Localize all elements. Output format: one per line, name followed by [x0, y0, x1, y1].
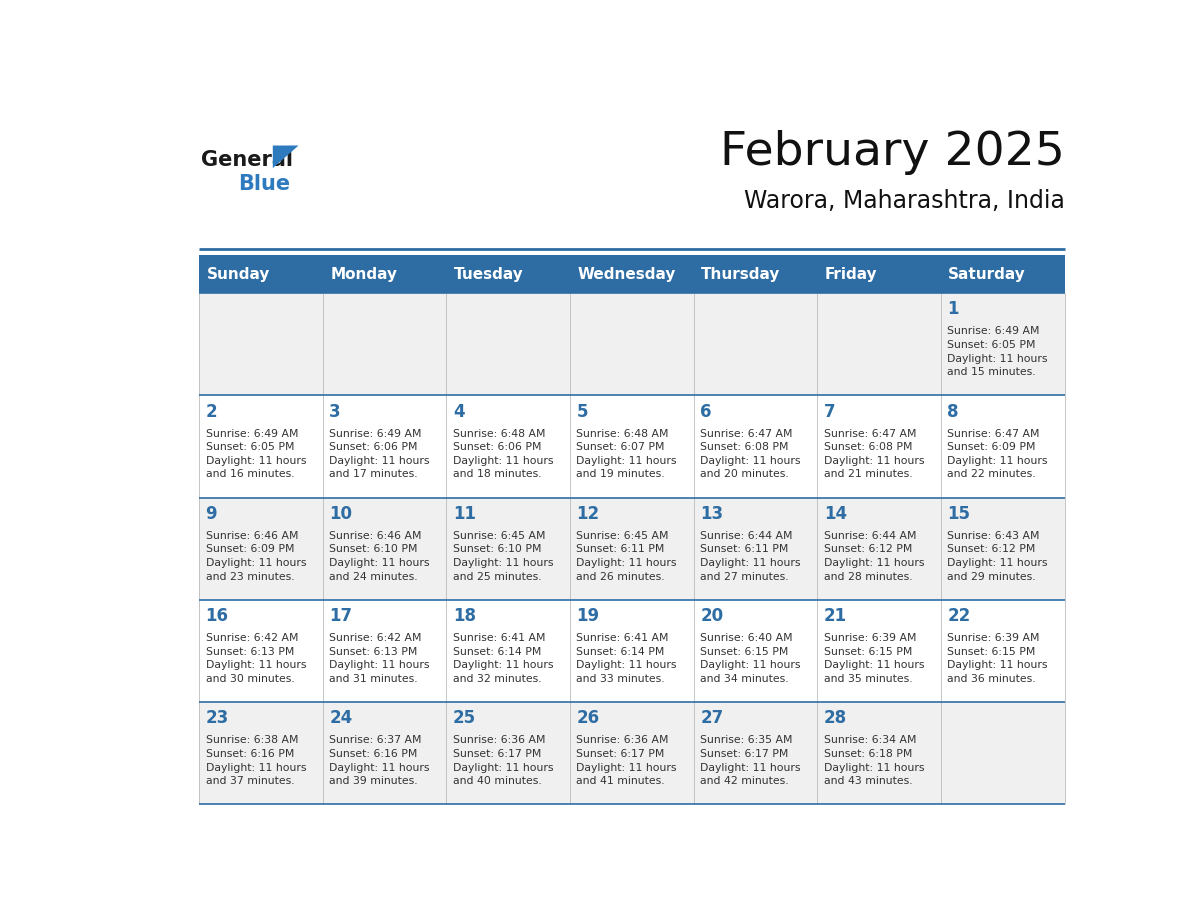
- Text: 26: 26: [576, 709, 600, 727]
- Text: 28: 28: [823, 709, 847, 727]
- Polygon shape: [273, 145, 298, 168]
- Text: Sunrise: 6:44 AM
Sunset: 6:11 PM
Daylight: 11 hours
and 27 minutes.: Sunrise: 6:44 AM Sunset: 6:11 PM Dayligh…: [700, 531, 801, 582]
- Text: Thursday: Thursday: [701, 266, 781, 282]
- Text: 3: 3: [329, 402, 341, 420]
- Text: 22: 22: [947, 607, 971, 625]
- Text: General: General: [201, 150, 293, 170]
- Text: Wednesday: Wednesday: [577, 266, 676, 282]
- Text: Sunrise: 6:47 AM
Sunset: 6:09 PM
Daylight: 11 hours
and 22 minutes.: Sunrise: 6:47 AM Sunset: 6:09 PM Dayligh…: [947, 429, 1048, 479]
- Bar: [200, 702, 1064, 804]
- Text: Sunrise: 6:47 AM
Sunset: 6:08 PM
Daylight: 11 hours
and 20 minutes.: Sunrise: 6:47 AM Sunset: 6:08 PM Dayligh…: [700, 429, 801, 479]
- Text: Monday: Monday: [330, 266, 397, 282]
- Text: Sunrise: 6:36 AM
Sunset: 6:17 PM
Daylight: 11 hours
and 40 minutes.: Sunrise: 6:36 AM Sunset: 6:17 PM Dayligh…: [453, 735, 554, 786]
- Text: Sunrise: 6:49 AM
Sunset: 6:05 PM
Daylight: 11 hours
and 15 minutes.: Sunrise: 6:49 AM Sunset: 6:05 PM Dayligh…: [947, 327, 1048, 377]
- Text: Sunrise: 6:48 AM
Sunset: 6:06 PM
Daylight: 11 hours
and 18 minutes.: Sunrise: 6:48 AM Sunset: 6:06 PM Dayligh…: [453, 429, 554, 479]
- Text: 23: 23: [206, 709, 229, 727]
- Text: 1: 1: [947, 300, 959, 319]
- Text: 12: 12: [576, 505, 600, 522]
- Text: 4: 4: [453, 402, 465, 420]
- Text: 5: 5: [576, 402, 588, 420]
- Text: Sunrise: 6:46 AM
Sunset: 6:09 PM
Daylight: 11 hours
and 23 minutes.: Sunrise: 6:46 AM Sunset: 6:09 PM Dayligh…: [206, 531, 307, 582]
- Text: Sunrise: 6:41 AM
Sunset: 6:14 PM
Daylight: 11 hours
and 32 minutes.: Sunrise: 6:41 AM Sunset: 6:14 PM Dayligh…: [453, 633, 554, 684]
- Text: Sunrise: 6:45 AM
Sunset: 6:10 PM
Daylight: 11 hours
and 25 minutes.: Sunrise: 6:45 AM Sunset: 6:10 PM Dayligh…: [453, 531, 554, 582]
- Text: 24: 24: [329, 709, 353, 727]
- Text: 25: 25: [453, 709, 476, 727]
- Text: Sunrise: 6:49 AM
Sunset: 6:05 PM
Daylight: 11 hours
and 16 minutes.: Sunrise: 6:49 AM Sunset: 6:05 PM Dayligh…: [206, 429, 307, 479]
- Text: 20: 20: [700, 607, 723, 625]
- Text: Tuesday: Tuesday: [454, 266, 524, 282]
- Text: Sunrise: 6:38 AM
Sunset: 6:16 PM
Daylight: 11 hours
and 37 minutes.: Sunrise: 6:38 AM Sunset: 6:16 PM Dayligh…: [206, 735, 307, 786]
- Text: Sunrise: 6:39 AM
Sunset: 6:15 PM
Daylight: 11 hours
and 35 minutes.: Sunrise: 6:39 AM Sunset: 6:15 PM Dayligh…: [823, 633, 924, 684]
- Text: Sunrise: 6:49 AM
Sunset: 6:06 PM
Daylight: 11 hours
and 17 minutes.: Sunrise: 6:49 AM Sunset: 6:06 PM Dayligh…: [329, 429, 430, 479]
- Text: Sunday: Sunday: [207, 266, 270, 282]
- Text: Sunrise: 6:48 AM
Sunset: 6:07 PM
Daylight: 11 hours
and 19 minutes.: Sunrise: 6:48 AM Sunset: 6:07 PM Dayligh…: [576, 429, 677, 479]
- Text: Sunrise: 6:43 AM
Sunset: 6:12 PM
Daylight: 11 hours
and 29 minutes.: Sunrise: 6:43 AM Sunset: 6:12 PM Dayligh…: [947, 531, 1048, 582]
- Text: 10: 10: [329, 505, 352, 522]
- Bar: [447, 255, 570, 293]
- Text: Sunrise: 6:45 AM
Sunset: 6:11 PM
Daylight: 11 hours
and 26 minutes.: Sunrise: 6:45 AM Sunset: 6:11 PM Dayligh…: [576, 531, 677, 582]
- Text: 9: 9: [206, 505, 217, 522]
- Text: 17: 17: [329, 607, 353, 625]
- Bar: [200, 293, 1064, 396]
- Text: Sunrise: 6:47 AM
Sunset: 6:08 PM
Daylight: 11 hours
and 21 minutes.: Sunrise: 6:47 AM Sunset: 6:08 PM Dayligh…: [823, 429, 924, 479]
- Text: Friday: Friday: [824, 266, 877, 282]
- Text: 8: 8: [947, 402, 959, 420]
- Text: Saturday: Saturday: [948, 266, 1026, 282]
- Text: Sunrise: 6:34 AM
Sunset: 6:18 PM
Daylight: 11 hours
and 43 minutes.: Sunrise: 6:34 AM Sunset: 6:18 PM Dayligh…: [823, 735, 924, 786]
- Text: 19: 19: [576, 607, 600, 625]
- Text: 13: 13: [700, 505, 723, 522]
- Text: Sunrise: 6:40 AM
Sunset: 6:15 PM
Daylight: 11 hours
and 34 minutes.: Sunrise: 6:40 AM Sunset: 6:15 PM Dayligh…: [700, 633, 801, 684]
- Text: 7: 7: [823, 402, 835, 420]
- Text: Sunrise: 6:46 AM
Sunset: 6:10 PM
Daylight: 11 hours
and 24 minutes.: Sunrise: 6:46 AM Sunset: 6:10 PM Dayligh…: [329, 531, 430, 582]
- Bar: [323, 255, 447, 293]
- Text: 2: 2: [206, 402, 217, 420]
- Text: Sunrise: 6:42 AM
Sunset: 6:13 PM
Daylight: 11 hours
and 31 minutes.: Sunrise: 6:42 AM Sunset: 6:13 PM Dayligh…: [329, 633, 430, 684]
- Text: Sunrise: 6:42 AM
Sunset: 6:13 PM
Daylight: 11 hours
and 30 minutes.: Sunrise: 6:42 AM Sunset: 6:13 PM Dayligh…: [206, 633, 307, 684]
- Text: 6: 6: [700, 402, 712, 420]
- Text: 16: 16: [206, 607, 228, 625]
- Bar: [200, 255, 323, 293]
- Text: 18: 18: [453, 607, 476, 625]
- Bar: [817, 255, 941, 293]
- Text: Sunrise: 6:37 AM
Sunset: 6:16 PM
Daylight: 11 hours
and 39 minutes.: Sunrise: 6:37 AM Sunset: 6:16 PM Dayligh…: [329, 735, 430, 786]
- Text: 14: 14: [823, 505, 847, 522]
- Text: 11: 11: [453, 505, 476, 522]
- Text: 15: 15: [947, 505, 971, 522]
- Bar: [200, 498, 1064, 599]
- Bar: [200, 599, 1064, 702]
- Text: Sunrise: 6:35 AM
Sunset: 6:17 PM
Daylight: 11 hours
and 42 minutes.: Sunrise: 6:35 AM Sunset: 6:17 PM Dayligh…: [700, 735, 801, 786]
- Text: Sunrise: 6:39 AM
Sunset: 6:15 PM
Daylight: 11 hours
and 36 minutes.: Sunrise: 6:39 AM Sunset: 6:15 PM Dayligh…: [947, 633, 1048, 684]
- Text: Sunrise: 6:44 AM
Sunset: 6:12 PM
Daylight: 11 hours
and 28 minutes.: Sunrise: 6:44 AM Sunset: 6:12 PM Dayligh…: [823, 531, 924, 582]
- Text: 21: 21: [823, 607, 847, 625]
- Text: 27: 27: [700, 709, 723, 727]
- Bar: [570, 255, 694, 293]
- Text: February 2025: February 2025: [720, 130, 1064, 175]
- Bar: [200, 396, 1064, 498]
- Text: Sunrise: 6:36 AM
Sunset: 6:17 PM
Daylight: 11 hours
and 41 minutes.: Sunrise: 6:36 AM Sunset: 6:17 PM Dayligh…: [576, 735, 677, 786]
- Bar: [941, 255, 1064, 293]
- Text: Sunrise: 6:41 AM
Sunset: 6:14 PM
Daylight: 11 hours
and 33 minutes.: Sunrise: 6:41 AM Sunset: 6:14 PM Dayligh…: [576, 633, 677, 684]
- Text: Blue: Blue: [238, 174, 290, 194]
- Bar: [694, 255, 817, 293]
- Text: Warora, Maharashtra, India: Warora, Maharashtra, India: [744, 188, 1064, 213]
